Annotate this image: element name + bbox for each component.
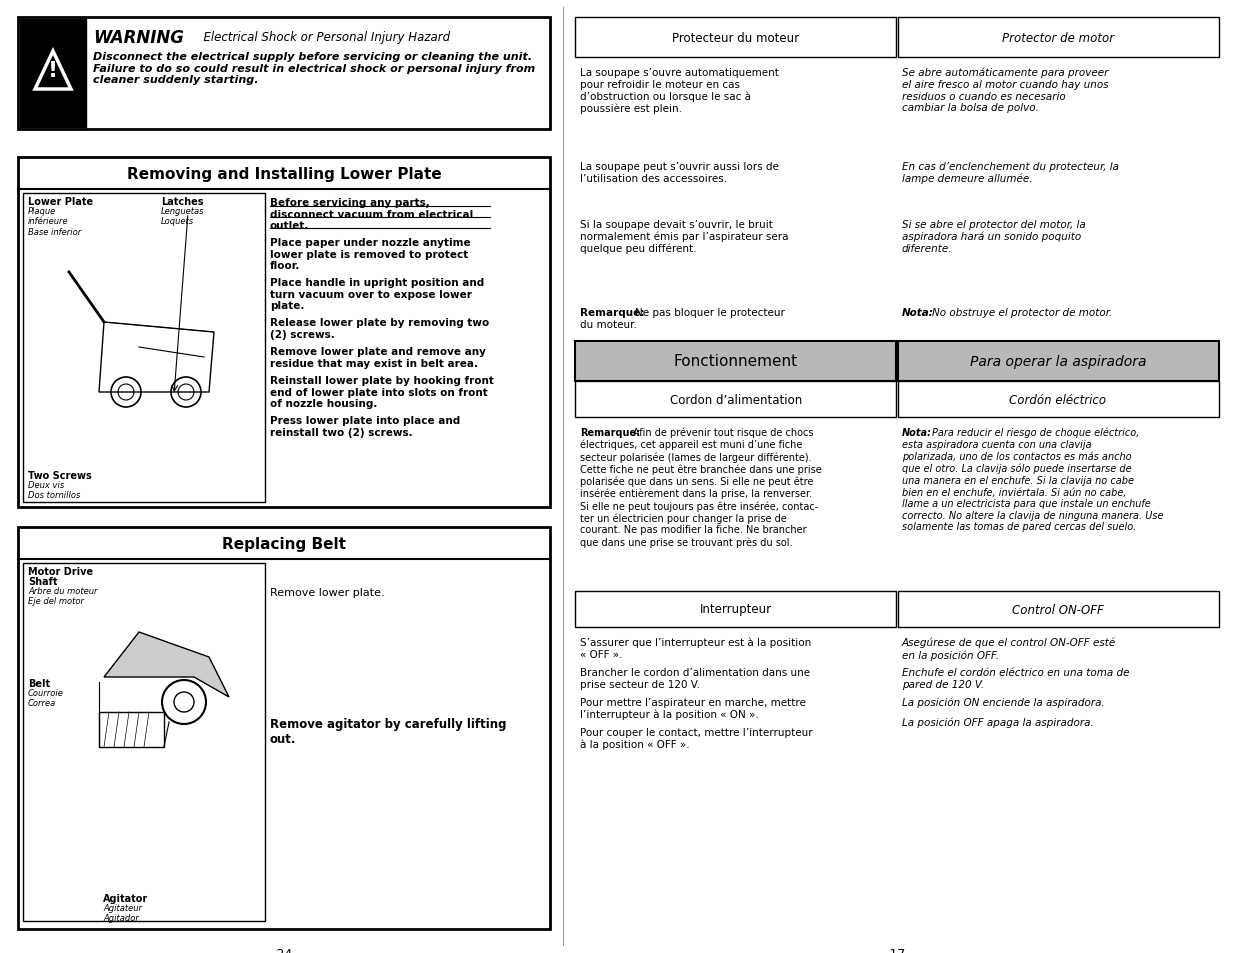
Text: Remarque:: Remarque:	[580, 428, 640, 437]
Text: Arbre du moteur
Eje del motor: Arbre du moteur Eje del motor	[28, 586, 98, 606]
Bar	[898, 381, 1219, 417]
Text: Reinstall lower plate by hooking front
end of lower plate into slots on front
of: Reinstall lower plate by hooking front e…	[270, 375, 494, 409]
Text: Remove lower plate.: Remove lower plate.	[270, 587, 384, 598]
Text: Press lower plate into place and
reinstall two (2) screws.: Press lower plate into place and reinsta…	[270, 416, 461, 437]
Text: Disconnect the electrical supply before servicing or cleaning the unit.
Failure : Disconnect the electrical supply before …	[93, 52, 535, 85]
Text: Remarque:: Remarque:	[580, 308, 645, 317]
Text: Electrical Shock or Personal Injury Hazard: Electrical Shock or Personal Injury Haza…	[196, 31, 450, 45]
Bar	[576, 592, 897, 627]
Text: Se abre automáticamente para proveer
el aire fresco al motor cuando hay unos
res: Se abre automáticamente para proveer el …	[902, 68, 1109, 113]
Bar	[20, 20, 86, 128]
Bar	[898, 592, 1219, 627]
Text: Shaft: Shaft	[28, 577, 58, 586]
Text: En cas d’enclenchement du protecteur, la
lampe demeure allumée.: En cas d’enclenchement du protecteur, la…	[902, 162, 1119, 184]
Bar	[23, 193, 266, 502]
Text: Cordon d’alimentation: Cordon d’alimentation	[669, 393, 802, 406]
Text: Protecteur du moteur: Protecteur du moteur	[672, 31, 799, 45]
Text: No obstruye el protector de motor.: No obstruye el protector de motor.	[932, 308, 1113, 317]
Bar	[19, 158, 550, 507]
Text: Deux vis
Dos tornillos: Deux vis Dos tornillos	[28, 480, 80, 500]
Text: Asegúrese de que el control ON-OFF esté
en la posición OFF.: Asegúrese de que el control ON-OFF esté …	[902, 638, 1116, 660]
Text: La soupape s’ouvre automatiquement
pour refroidir le moteur en cas
d’obstruction: La soupape s’ouvre automatiquement pour …	[580, 68, 779, 113]
Text: électriques, cet appareil est muni d’une fiche
secteur polarisée (lames de large: électriques, cet appareil est muni d’une…	[580, 439, 821, 547]
Polygon shape	[104, 633, 228, 698]
Text: Two Screws: Two Screws	[28, 471, 91, 480]
Text: Cordón eléctrico: Cordón eléctrico	[1009, 393, 1107, 406]
Text: La posición ON enciende la aspiradora.: La posición ON enciende la aspiradora.	[902, 698, 1105, 708]
Text: esta aspiradora cuenta con una clavija
polarizada, uno de los contactos es más a: esta aspiradora cuenta con una clavija p…	[902, 439, 1163, 532]
Text: Lower Plate: Lower Plate	[28, 196, 93, 207]
Text: Nota:: Nota:	[902, 428, 932, 437]
Text: Control ON-OFF: Control ON-OFF	[1013, 603, 1104, 616]
Text: Si se abre el protector del motor, la
aspiradora hará un sonido poquito
diferent: Si se abre el protector del motor, la as…	[902, 220, 1086, 253]
Text: Nota:: Nota:	[902, 308, 934, 317]
Text: Courroie
Correa: Courroie Correa	[28, 688, 64, 708]
Bar	[19, 18, 550, 130]
Text: Enchufe el cordón eléctrico en una toma de
pared de 120 V.: Enchufe el cordón eléctrico en una toma …	[902, 667, 1130, 689]
Bar	[576, 381, 897, 417]
Text: Afin de prévenir tout risque de chocs: Afin de prévenir tout risque de chocs	[634, 428, 814, 438]
Text: Belt: Belt	[28, 679, 51, 688]
Text: Plaque
inférieure
Base inferior: Plaque inférieure Base inferior	[28, 207, 82, 236]
Text: Remove lower plate and remove any
residue that may exist in belt area.: Remove lower plate and remove any residu…	[270, 347, 485, 368]
Text: Para reducir el riesgo de choque eléctrico,: Para reducir el riesgo de choque eléctri…	[932, 428, 1140, 438]
Text: - 24 -: - 24 -	[268, 947, 300, 953]
Text: La soupape peut s’ouvrir aussi lors de
l’utilisation des accessoires.: La soupape peut s’ouvrir aussi lors de l…	[580, 162, 779, 183]
Text: du moteur.: du moteur.	[580, 319, 637, 330]
Text: Pour mettre l’aspirateur en marche, mettre
l’interrupteur à la position « ON ».: Pour mettre l’aspirateur en marche, mett…	[580, 698, 806, 720]
Bar	[576, 18, 897, 58]
Text: Latches: Latches	[161, 196, 204, 207]
Text: Fonctionnement: Fonctionnement	[674, 355, 798, 369]
Text: S’assurer que l’interrupteur est à la position
« OFF ».: S’assurer que l’interrupteur est à la po…	[580, 638, 811, 659]
Bar	[23, 563, 266, 921]
Bar	[898, 341, 1219, 381]
Bar	[898, 18, 1219, 58]
Text: Motor Drive: Motor Drive	[28, 566, 93, 577]
Text: Ne pas bloquer le protecteur: Ne pas bloquer le protecteur	[635, 308, 785, 317]
Text: Interrupteur: Interrupteur	[700, 603, 772, 616]
Text: Para operar la aspiradora: Para operar la aspiradora	[969, 355, 1146, 369]
Text: Replacing Belt: Replacing Belt	[222, 536, 346, 551]
Bar	[19, 527, 550, 929]
Text: Release lower plate by removing two
(2) screws.: Release lower plate by removing two (2) …	[270, 317, 489, 339]
Text: Place handle in upright position and
turn vacuum over to expose lower
plate.: Place handle in upright position and tur…	[270, 277, 484, 311]
Text: Before servicing any parts,
disconnect vacuum from electrical
outlet.: Before servicing any parts, disconnect v…	[270, 198, 473, 231]
Text: Lenguetas
Loquets: Lenguetas Loquets	[161, 207, 205, 226]
Bar	[99, 712, 164, 747]
Text: Protector de motor: Protector de motor	[1002, 31, 1114, 45]
Text: Place paper under nozzle anytime
lower plate is removed to protect
floor.: Place paper under nozzle anytime lower p…	[270, 237, 471, 271]
Text: Brancher le cordon d’alimentation dans une
prise secteur de 120 V.: Brancher le cordon d’alimentation dans u…	[580, 667, 810, 689]
Text: Remove agitator by carefully lifting
out.: Remove agitator by carefully lifting out…	[270, 718, 506, 745]
Bar	[576, 341, 897, 381]
Text: !: !	[48, 61, 58, 81]
Text: Agitateur
Agitador: Agitateur Agitador	[103, 903, 142, 923]
Text: La posición OFF apaga la aspiradora.: La posición OFF apaga la aspiradora.	[902, 718, 1094, 728]
Text: Agitator: Agitator	[103, 893, 148, 903]
Text: WARNING: WARNING	[93, 29, 184, 47]
Text: Pour couper le contact, mettre l’interrupteur
à la position « OFF ».: Pour couper le contact, mettre l’interru…	[580, 727, 813, 749]
Text: Removing and Installing Lower Plate: Removing and Installing Lower Plate	[127, 167, 441, 181]
Text: - 17 -: - 17 -	[881, 947, 914, 953]
Text: Si la soupape devait s’ouvrir, le bruit
normalement émis par l’aspirateur sera
q: Si la soupape devait s’ouvrir, le bruit …	[580, 220, 788, 254]
